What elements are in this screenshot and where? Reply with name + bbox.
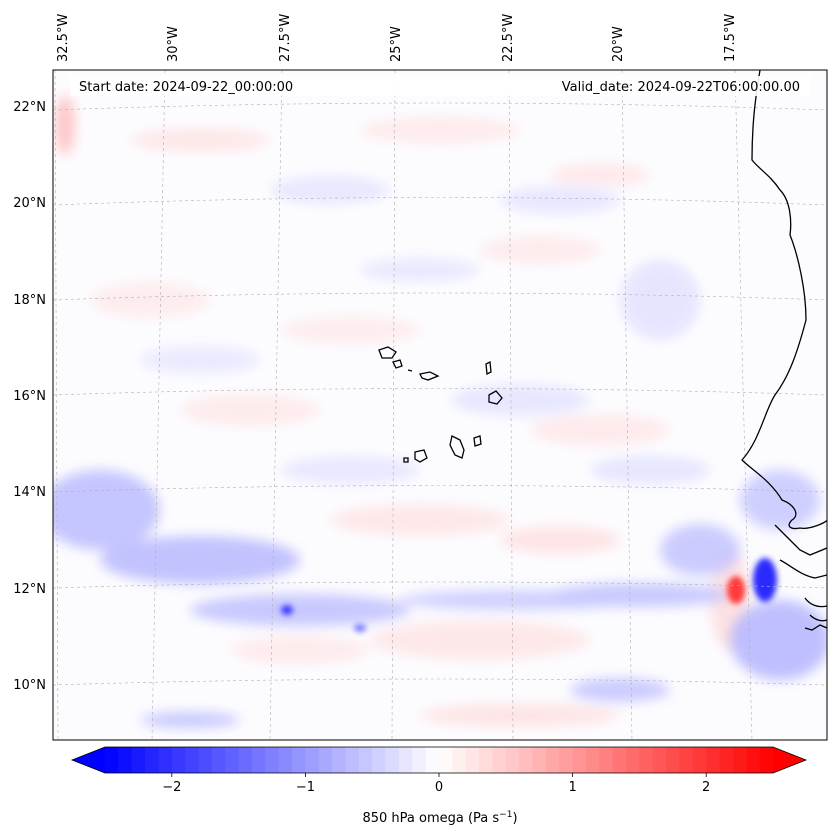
lat-label: 14°N [13,485,46,500]
colorbar-cell [545,747,560,773]
colorbar-cell [385,747,400,773]
colorbar-cell [332,747,346,773]
lon-label: 25°W [389,26,404,62]
colorbar-cell [666,747,680,773]
colorbar-cell [492,747,507,773]
omega-field [53,95,827,728]
colorbar-cell [532,747,547,773]
colorbar-cell [479,747,493,773]
colorbar-cell [759,747,774,773]
colorbar-cell [465,747,480,773]
lat-label: 10°N [13,678,46,693]
lon-label: 20°W [611,26,626,62]
map-panel: Start date: 2024-09-22_00:00:00 Valid_da… [52,69,828,741]
colorbar-cell [318,747,333,773]
colorbar-cell [158,747,173,773]
colorbar-cell [425,747,440,773]
island-sal [485,360,492,376]
colorbar-cell [171,747,186,773]
lon-label: 32.5°W [56,14,71,62]
colorbar-cell [278,747,293,773]
africa-coastline [741,70,827,530]
colorbar-cell [626,747,640,773]
colorbar-cell [612,747,627,773]
cape-verde-islands [378,346,503,463]
colorbar-cell [185,747,200,773]
lon-label: 27.5°W [278,14,293,62]
colorbar-cell [145,747,159,773]
colorbar-ticks: −2 −1 0 1 2 [162,773,710,795]
island-sao-vicente [392,359,403,369]
colorbar-cell [732,747,747,773]
island-santa-luzia [407,369,413,372]
lat-label: 16°N [13,389,46,404]
colorbar-cell [238,747,253,773]
colorbar-tick-label: 0 [435,780,443,795]
lat-label: 22°N [13,100,46,115]
colorbar-label: 850 hPa omega (Pa s−1) [362,810,517,826]
colorbar-tick-label: 1 [568,780,576,795]
longitude-labels: 32.5°W 30°W 27.5°W 25°W 22.5°W 20°W 17.5… [56,14,738,62]
colorbar-tick-label: −2 [162,780,181,795]
island-santo-antao [378,346,397,359]
lat-label: 18°N [13,293,46,308]
colorbar-tick-label: 2 [702,780,710,795]
colorbar-min-extend-arrow [72,747,105,773]
lon-label: 22.5°W [501,14,516,62]
graticule [53,70,827,740]
colorbar-cell [746,747,761,773]
island-boa-vista [488,390,503,405]
lon-label: 30°W [166,26,181,62]
map-frame [52,69,828,741]
colorbar-cell [692,747,707,773]
colorbar-cell [225,747,240,773]
colorbar-cell [599,747,614,773]
colorbar-cell [198,747,213,773]
colorbar-cell [519,747,534,773]
colorbar-cell [505,747,520,773]
colorbar-cell [211,747,226,773]
colorbar: −2 −1 0 1 2 850 hPa omega (Pa s−1) [70,746,808,826]
colorbar-cell [131,747,146,773]
colorbar-max-extend-arrow [773,747,806,773]
colorbar-cell [372,747,387,773]
colorbar-cell [412,747,427,773]
colorbar-cell [559,747,574,773]
colorbar-cell [358,747,373,773]
colorbar-cell [572,747,587,773]
colorbar-cells [105,747,774,773]
colorbar-cell [118,747,133,773]
colorbar-cell [398,747,413,773]
latitude-labels: 22°N 20°N 18°N 16°N 14°N 12°N 10°N [13,100,46,693]
colorbar-cell [439,747,453,773]
lat-label: 20°N [13,196,46,211]
colorbar-cell [292,747,306,773]
valid-date-label: Valid_date: 2024-09-22T06:00:00.00 [562,80,800,95]
island-maio [473,435,482,447]
header-background [70,76,810,96]
island-sao-nicolau [419,371,440,381]
lon-label: 17.5°W [723,14,738,62]
colorbar-tick-label: −1 [296,780,315,795]
island-santiago [449,435,465,459]
colorbar-cell [305,747,320,773]
colorbar-cell [585,747,600,773]
island-fogo [414,449,428,463]
colorbar-cell [265,747,280,773]
colorbar-cell [679,747,694,773]
island-brava [403,457,409,463]
colorbar-cell [452,747,467,773]
colorbar-cell [345,747,360,773]
start-date-label: Start date: 2024-09-22_00:00:00 [79,80,293,95]
colorbar-cell [706,747,721,773]
colorbar-cell [639,747,654,773]
coastline [741,70,827,631]
colorbar-cell [251,747,266,773]
colorbar-cell [719,747,734,773]
colorbar-cell [652,747,667,773]
lat-label: 12°N [13,582,46,597]
colorbar-cell [105,747,119,773]
colorbar-outline [70,746,808,774]
